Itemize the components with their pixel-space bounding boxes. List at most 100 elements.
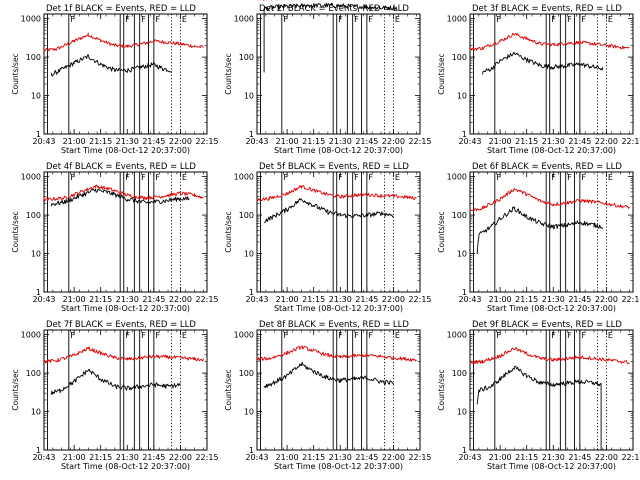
y-tick-label: 100 — [26, 53, 41, 62]
y-tick-label: 100 — [26, 369, 41, 378]
x-tick-label: 21:45 — [142, 295, 165, 304]
y-tick-label: 10 — [457, 250, 467, 259]
x-tick-label: 22:15 — [195, 137, 218, 146]
marker-label: F — [70, 173, 75, 182]
x-tick-label: 21:30 — [542, 137, 565, 146]
x-tick-label: 20:43 — [458, 137, 481, 146]
x-tick-label: 20:43 — [458, 453, 481, 462]
lld-series-line — [256, 185, 417, 202]
y-tick-label: 100 — [239, 369, 254, 378]
y-tick-label: 1 — [462, 288, 467, 297]
panel-det-7: Det 7f BLACK = Events, RED = LLD 1 10 100 10… — [11, 320, 219, 471]
marker-label: F — [368, 15, 373, 24]
y-tick-label: 1 — [462, 130, 467, 139]
x-axis-label: Start Time (08-Oct-12 20:37:00) — [61, 304, 190, 313]
plot-frame — [469, 13, 634, 135]
marker-label: F — [354, 15, 359, 24]
marker-label: F — [155, 331, 160, 340]
events-series-line — [50, 188, 190, 207]
marker-label: F — [70, 15, 75, 24]
x-tick-label: 21:30 — [329, 453, 352, 462]
plot-frame — [43, 329, 208, 451]
marker-label: F — [368, 331, 373, 340]
panel-title: Det 3f BLACK = Events, RED = LLD — [472, 4, 622, 14]
y-axis-label: Counts/sec — [11, 53, 20, 94]
marker-label: E — [395, 15, 400, 24]
x-tick-label: 22:00 — [382, 137, 405, 146]
x-tick-label: 21:45 — [142, 137, 165, 146]
events-series-line — [50, 368, 181, 395]
y-tick-label: 1 — [249, 446, 254, 455]
x-axis-label: Start Time (08-Oct-12 20:37:00) — [274, 146, 403, 155]
panel-det-6: Det 6f BLACK = Events, RED = LLD 1 10 100 10… — [437, 162, 640, 313]
y-tick-label: 1 — [249, 130, 254, 139]
marker-label: E — [395, 173, 400, 182]
marker-label: F — [496, 173, 501, 182]
y-tick-label: 100 — [239, 53, 254, 62]
marker-label: F — [70, 331, 75, 340]
events-series-line — [263, 2, 398, 73]
y-tick-label: 100 — [239, 211, 254, 220]
x-tick-label: 21:15 — [89, 453, 112, 462]
plot-frame — [469, 329, 634, 451]
y-axis-label: Counts/sec — [11, 369, 20, 410]
x-tick-label: 21:15 — [302, 453, 325, 462]
x-tick-label: 20:43 — [245, 137, 268, 146]
x-tick-label: 21:00 — [276, 137, 299, 146]
x-tick-label: 21:45 — [568, 137, 591, 146]
x-tick-label: 22:00 — [382, 453, 405, 462]
marker-label: F — [551, 173, 556, 182]
marker-label: F — [567, 173, 572, 182]
x-tick-label: 22:15 — [621, 137, 640, 146]
marker-label: E — [182, 173, 187, 182]
y-tick-label: 1000 — [234, 331, 254, 340]
marker-label: F — [581, 173, 586, 182]
y-tick-label: 1 — [36, 288, 41, 297]
panel-title: Det 5f BLACK = Events, RED = LLD — [259, 162, 409, 172]
y-tick-label: 10 — [31, 408, 41, 417]
x-tick-label: 21:45 — [355, 295, 378, 304]
panel-title: Det 7f BLACK = Events, RED = LLD — [46, 320, 196, 330]
y-tick-label: 100 — [452, 53, 467, 62]
events-series-line — [476, 365, 602, 450]
x-tick-label: 21:15 — [515, 137, 538, 146]
y-tick-label: 100 — [452, 369, 467, 378]
panel-title: Det 6f BLACK = Events, RED = LLD — [472, 162, 622, 172]
panel-det-8: Det 8f BLACK = Events, RED = LLD 1 10 100 10… — [224, 320, 432, 471]
y-tick-label: 1000 — [447, 15, 467, 24]
x-tick-label: 21:30 — [542, 295, 565, 304]
events-series-line — [263, 198, 394, 224]
marker-label: F — [567, 15, 572, 24]
x-tick-label: 21:00 — [489, 137, 512, 146]
x-tick-label: 22:15 — [195, 295, 218, 304]
x-tick-label: 22:15 — [408, 295, 431, 304]
x-tick-label: 20:43 — [245, 453, 268, 462]
y-tick-label: 1000 — [447, 173, 467, 182]
plot-frame — [43, 171, 208, 293]
y-tick-label: 10 — [457, 408, 467, 417]
x-tick-label: 21:45 — [568, 453, 591, 462]
y-tick-label: 1000 — [234, 15, 254, 24]
panel-det-5: Det 5f BLACK = Events, RED = LLD 1 10 100 10… — [224, 162, 432, 313]
marker-label: F — [368, 173, 373, 182]
y-axis-label: Counts/sec — [437, 369, 446, 410]
y-tick-label: 10 — [457, 92, 467, 101]
x-tick-label: 22:00 — [169, 137, 192, 146]
x-tick-label: 21:15 — [515, 453, 538, 462]
x-tick-label: 21:00 — [63, 137, 86, 146]
marker-label: F — [338, 331, 343, 340]
y-tick-label: 1 — [36, 446, 41, 455]
y-axis-label: Counts/sec — [437, 211, 446, 252]
marker-label: F — [283, 331, 288, 340]
marker-label: F — [125, 173, 130, 182]
x-tick-label: 21:45 — [355, 137, 378, 146]
events-series-line — [481, 51, 604, 75]
marker-label: F — [141, 15, 146, 24]
x-tick-label: 21:30 — [116, 137, 139, 146]
x-tick-label: 21:30 — [116, 453, 139, 462]
x-axis-label: Start Time (08-Oct-12 20:37:00) — [61, 146, 190, 155]
x-axis-label: Start Time (08-Oct-12 20:37:00) — [274, 304, 403, 313]
x-tick-label: 22:15 — [621, 453, 640, 462]
x-tick-label: 22:15 — [408, 453, 431, 462]
